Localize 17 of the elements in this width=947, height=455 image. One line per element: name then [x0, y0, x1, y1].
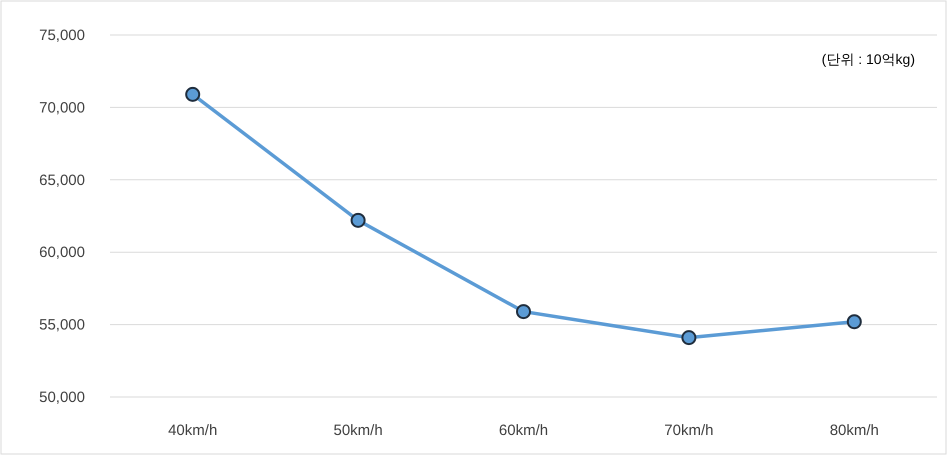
- y-tick-label: 55,000: [39, 316, 85, 334]
- x-tick-label: 80km/h: [830, 422, 879, 439]
- y-tick-label: 70,000: [39, 99, 85, 116]
- y-tick-label: 50,000: [39, 389, 85, 406]
- point: [516, 304, 531, 320]
- annotation: (단위 : 10억kg): [822, 51, 915, 67]
- x-tick-label: 50km/h: [334, 422, 383, 439]
- point: [846, 314, 862, 330]
- point: [681, 330, 696, 346]
- x-tick-label: 60km/h: [498, 422, 548, 439]
- x-tick-label: 70km/h: [664, 422, 714, 439]
- y-tick-label: 65,000: [39, 172, 85, 189]
- x-tick-label: 40km/h: [168, 422, 218, 439]
- y-tick-label: 60,000: [39, 244, 85, 262]
- point: [350, 212, 366, 228]
- y-tick-label: 75,000: [39, 27, 85, 44]
- point: [185, 86, 200, 102]
